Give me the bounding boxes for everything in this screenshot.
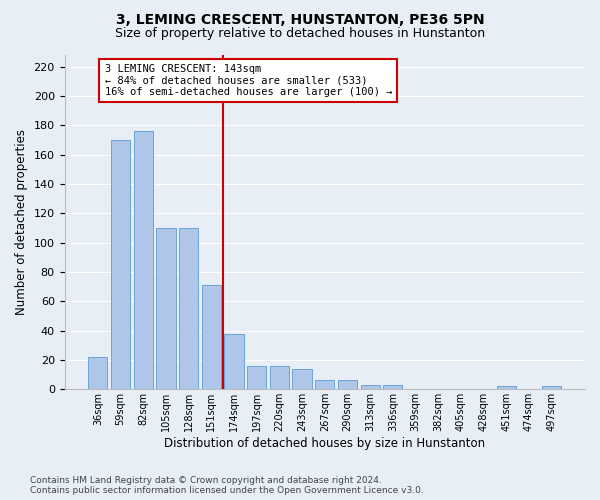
Bar <box>179 228 198 390</box>
Bar <box>247 366 266 390</box>
Text: Contains HM Land Registry data © Crown copyright and database right 2024.
Contai: Contains HM Land Registry data © Crown c… <box>30 476 424 495</box>
Text: 3, LEMING CRESCENT, HUNSTANTON, PE36 5PN: 3, LEMING CRESCENT, HUNSTANTON, PE36 5PN <box>116 12 484 26</box>
Bar <box>361 385 380 390</box>
Bar <box>292 369 312 390</box>
Bar <box>338 380 357 390</box>
Bar <box>497 386 516 390</box>
Text: 3 LEMING CRESCENT: 143sqm
← 84% of detached houses are smaller (533)
16% of semi: 3 LEMING CRESCENT: 143sqm ← 84% of detac… <box>104 64 392 97</box>
Bar <box>270 366 289 390</box>
Text: Size of property relative to detached houses in Hunstanton: Size of property relative to detached ho… <box>115 28 485 40</box>
X-axis label: Distribution of detached houses by size in Hunstanton: Distribution of detached houses by size … <box>164 437 485 450</box>
Bar <box>542 386 562 390</box>
Bar <box>383 385 403 390</box>
Y-axis label: Number of detached properties: Number of detached properties <box>15 129 28 315</box>
Bar <box>111 140 130 390</box>
Bar <box>88 357 107 390</box>
Bar <box>134 131 153 390</box>
Bar <box>156 228 176 390</box>
Bar <box>224 334 244 390</box>
Bar <box>202 285 221 390</box>
Bar <box>315 380 334 390</box>
